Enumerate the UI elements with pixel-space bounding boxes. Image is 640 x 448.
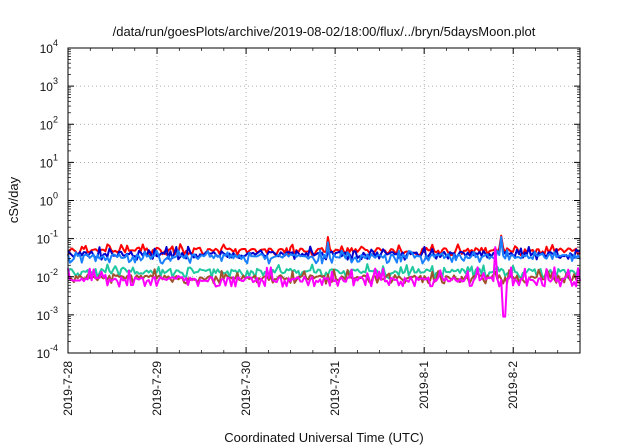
y-tick-base: 10 [40,80,54,94]
y-tick-exponent: 0 [53,191,58,201]
y-tick-base: 10 [40,156,54,170]
series-line [67,246,581,318]
x-axis-label: Coordinated Universal Time (UTC) [224,430,423,445]
y-tick-label: 100 [40,191,58,209]
x-tick-label: 2019-7-30 [239,361,253,416]
y-tick-label: 10-2 [37,267,58,285]
chart-title: /data/run/goesPlots/archive/2019-08-02/1… [113,24,536,39]
y-tick-base: 10 [40,195,54,209]
x-tick-label: 2019-8-2 [506,361,520,409]
x-tick-label: 2019-7-28 [61,361,75,416]
y-tick-label: 10-4 [37,343,58,361]
y-tick-exponent: 2 [53,114,58,124]
y-tick-base: 10 [37,271,51,285]
y-tick-label: 103 [40,76,58,94]
y-tick-exponent: -4 [50,343,58,353]
y-tick-base: 10 [40,118,54,132]
y-tick-label: 104 [40,38,58,56]
x-tick-label: 2019-7-29 [150,361,164,416]
y-tick-base: 10 [37,347,51,361]
y-tick-exponent: 1 [53,152,58,162]
y-tick-label: 102 [40,114,58,132]
y-tick-exponent: -2 [50,267,58,277]
y-tick-exponent: 4 [53,38,58,48]
y-axis-label: cSv/day [6,176,21,223]
x-tick-label: 2019-8-1 [417,361,431,409]
x-tick-labels: 2019-7-28 2019-7-29 2019-7-30 2019-7-31 2019… [61,361,520,416]
axis-ticks [67,47,580,354]
series-lines [67,234,581,318]
y-tick-exponent: -1 [50,229,58,239]
y-tick-base: 10 [37,309,51,323]
x-tick-label: 2019-7-31 [328,361,342,416]
y-tick-label: 10-3 [37,305,58,323]
y-tick-label: 101 [40,152,58,170]
y-tick-base: 10 [37,233,51,247]
y-tick-label: 10-1 [37,229,58,247]
y-tick-exponent: 3 [53,76,58,86]
y-tick-exponent: -3 [50,305,58,315]
y-tick-base: 10 [40,42,54,56]
